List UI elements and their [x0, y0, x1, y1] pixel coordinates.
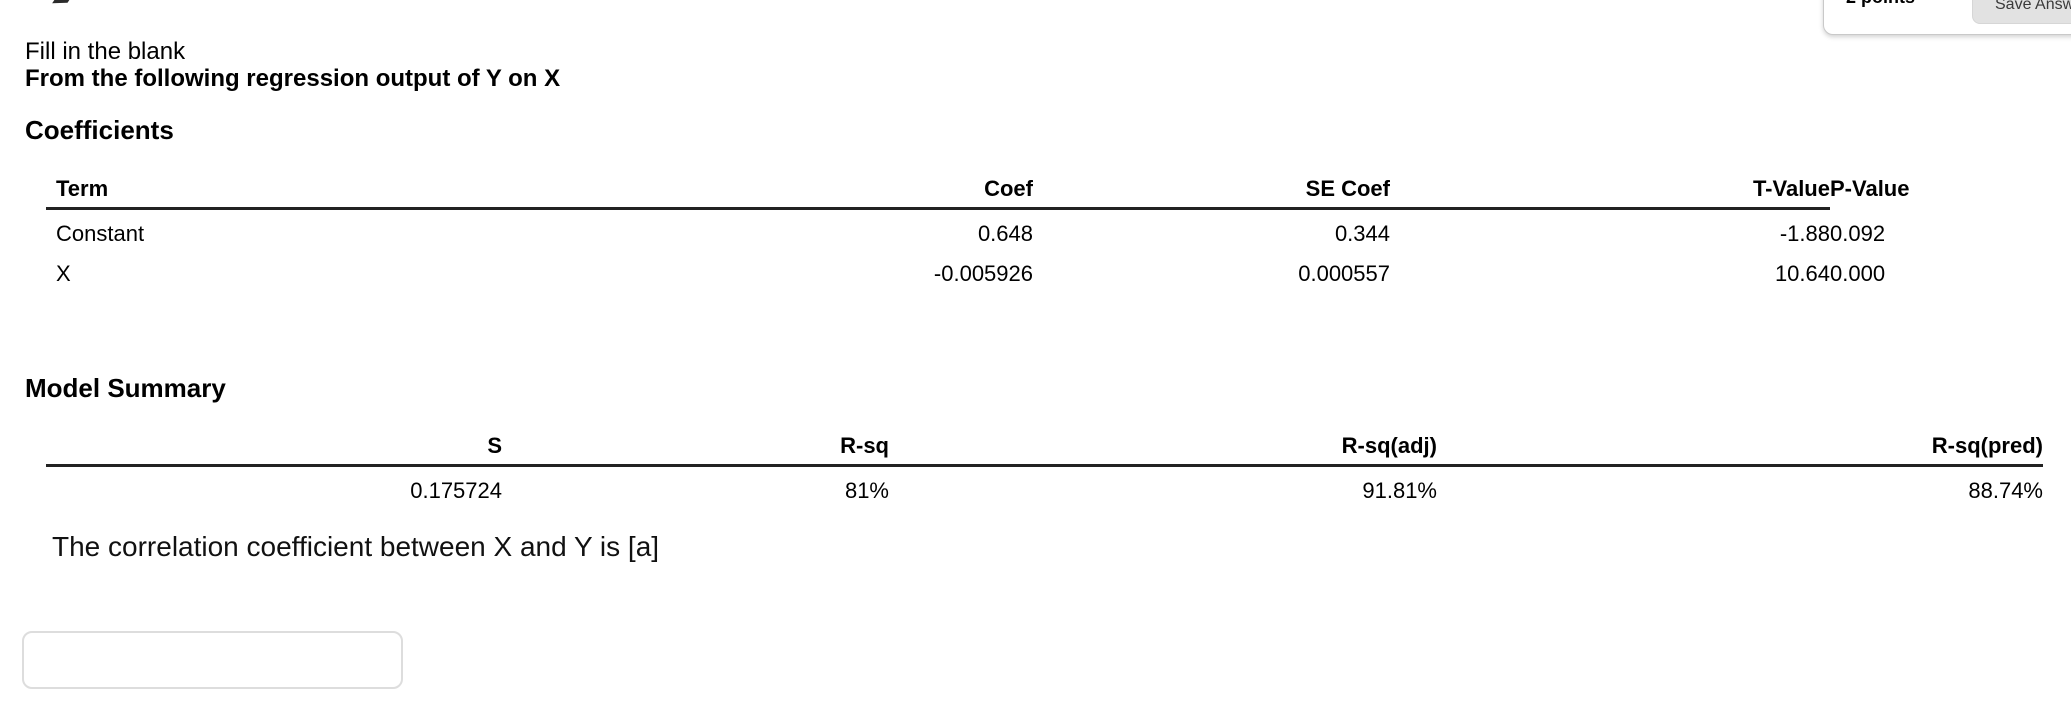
answer-input[interactable]	[22, 631, 403, 689]
question-type-label: Fill in the blank	[25, 38, 186, 65]
cell-coef: -0.005926	[933, 261, 1033, 286]
cell-coef: 0.648	[977, 221, 1033, 246]
cell-r-sq-pred: 88.74%	[1968, 478, 2043, 503]
model-summary-heading: Model Summary	[25, 373, 226, 403]
table-row: X -0.005926 0.000557 10.64 0.000	[46, 250, 1885, 290]
col-header-t-value: T-Value	[1390, 176, 1830, 210]
coefficients-heading: Coefficients	[25, 115, 174, 145]
cell-term: X	[56, 261, 71, 286]
question-meta-panel: 2 points Save Answer	[1823, 0, 2071, 35]
col-header-term: Term	[46, 176, 711, 210]
cell-t-value: 10.64	[1774, 261, 1830, 286]
cell-r-sq-adj: 91.81%	[1362, 478, 1437, 503]
coefficients-header-row: Term Coef SE Coef T-Value P-Value	[46, 176, 1909, 210]
points-badge: 2 points	[1846, 0, 1915, 8]
col-header-r-sq-adj: R-sq(adj)	[889, 433, 1437, 467]
cell-se-coef: 0.344	[1334, 221, 1390, 246]
col-header-coef: Coef	[711, 176, 1033, 210]
question-prompt: From the following regression output of …	[25, 65, 561, 92]
cell-s: 0.175724	[410, 478, 502, 503]
model-summary-table: S R-sq R-sq(adj) R-sq(pred) 0.175724 81%…	[46, 433, 2043, 507]
cell-r-sq: 81%	[844, 478, 889, 503]
cell-t-value: -1.88	[1779, 221, 1830, 246]
cell-se-coef: 0.000557	[1298, 261, 1390, 286]
col-header-r-sq-pred: R-sq(pred)	[1437, 433, 2043, 467]
col-header-se-coef: SE Coef	[1033, 176, 1390, 210]
table-row: Constant 0.648 0.344 -1.88 0.092	[46, 209, 1885, 251]
col-header-r-sq: R-sq	[502, 433, 889, 467]
col-header-s: S	[46, 433, 502, 467]
cell-term: Constant	[56, 221, 145, 246]
table-row: 0.175724 81% 91.81% 88.74%	[46, 466, 2043, 508]
coefficients-table: Term Coef SE Coef T-Value P-Value Consta…	[46, 176, 1909, 290]
save-answer-button[interactable]: Save Answer	[1972, 0, 2071, 24]
model-summary-header-row: S R-sq R-sq(adj) R-sq(pred)	[46, 433, 2043, 467]
clipped-glyph-artifact	[52, 0, 75, 4]
answer-sentence: The correlation coefficient between X an…	[52, 531, 660, 562]
